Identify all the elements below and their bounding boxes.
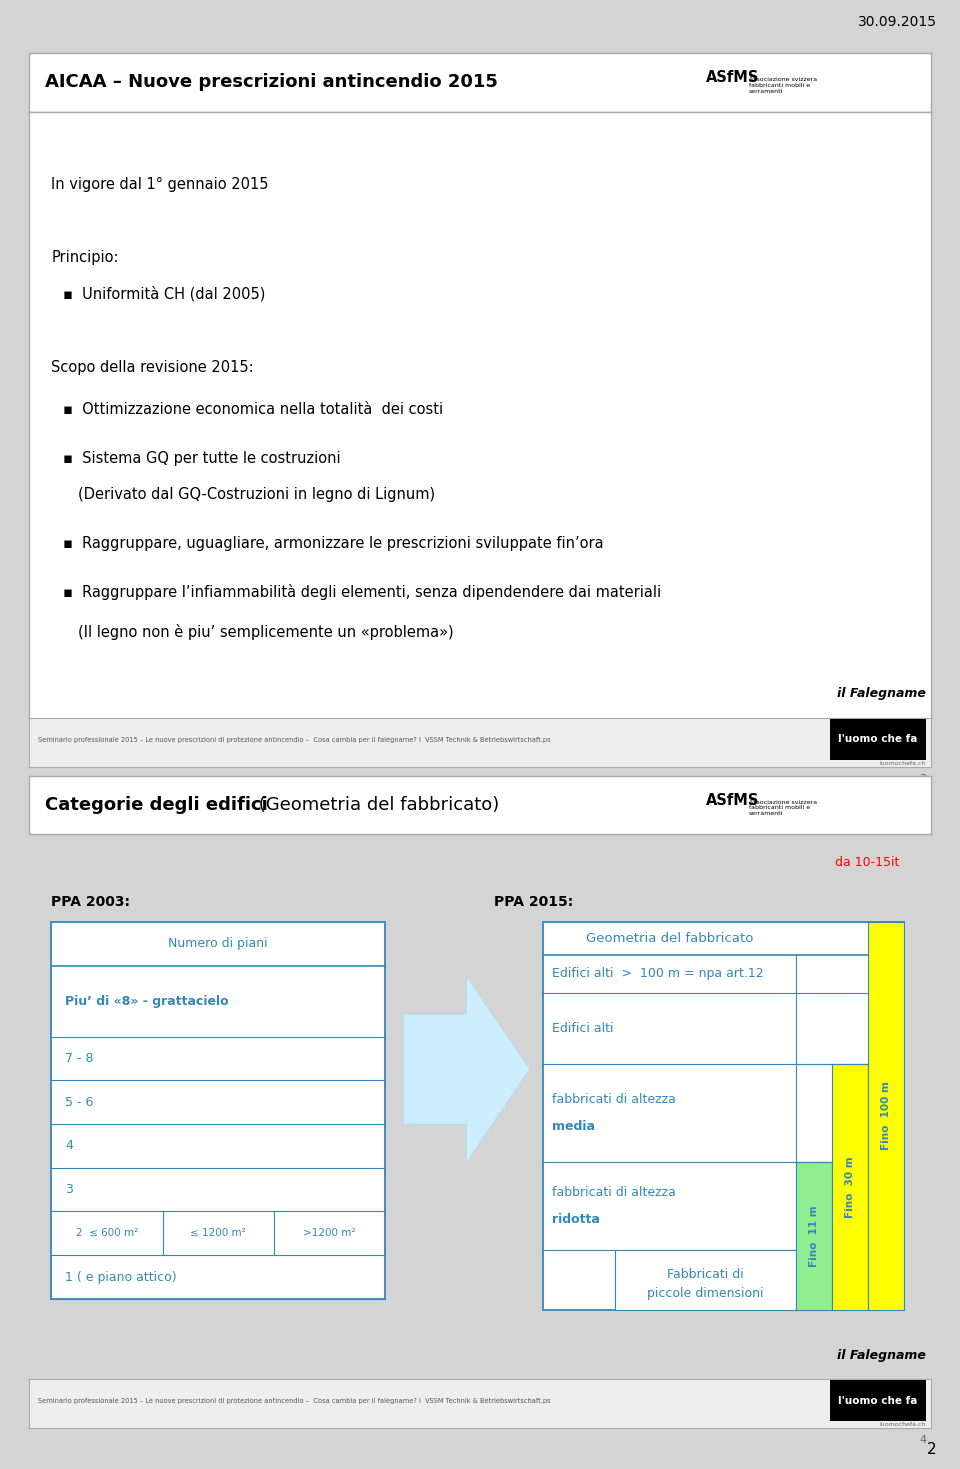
Text: PPA 2003:: PPA 2003: (52, 895, 131, 908)
Bar (796, 1162, 832, 1310)
Text: AICAA – Nuove prescrizioni antincendio 2015: AICAA – Nuove prescrizioni antincendio 2… (45, 73, 498, 91)
Text: Seminario professionale 2015 – Le nuove prescrizioni di protezione antincendio –: Seminario professionale 2015 – Le nuove … (37, 737, 550, 743)
Text: ridotta: ridotta (552, 1213, 600, 1227)
Text: Numero di piani: Numero di piani (169, 937, 268, 950)
Text: 30.09.2015: 30.09.2015 (858, 15, 937, 29)
Text: ASfMS: ASfMS (706, 71, 759, 85)
Text: In vigore dal 1° gennaio 2015: In vigore dal 1° gennaio 2015 (52, 178, 269, 192)
Text: ≤ 1200 m²: ≤ 1200 m² (190, 1228, 246, 1238)
Text: da 10-15it: da 10-15it (835, 856, 900, 870)
Text: 4: 4 (919, 1435, 926, 1445)
Text: Fino  30 m: Fino 30 m (845, 1156, 855, 1218)
Text: 1 ( e piano attico): 1 ( e piano attico) (65, 1271, 177, 1284)
Text: Categorie degli edifici: Categorie degli edifici (45, 796, 268, 814)
Text: Fino  11 m: Fino 11 m (809, 1205, 819, 1266)
Text: Principio:: Principio: (52, 250, 119, 264)
Text: Geometria del fabbricato: Geometria del fabbricato (586, 931, 754, 945)
Text: Edifici alti  >  100 m = npa art.12: Edifici alti > 100 m = npa art.12 (552, 967, 764, 980)
Text: Scopo della revisione 2015:: Scopo della revisione 2015: (52, 360, 254, 375)
Text: PPA 2015:: PPA 2015: (493, 895, 573, 908)
Text: Fabbricati di: Fabbricati di (667, 1268, 744, 1281)
Text: 4: 4 (65, 1140, 73, 1152)
Text: ASfMS: ASfMS (706, 793, 759, 808)
Bar (615, 1250, 796, 1310)
Text: ▪  Sistema GQ per tutte le costruzioni: ▪ Sistema GQ per tutte le costruzioni (63, 451, 341, 466)
Bar (543, 923, 904, 1310)
Text: (Geometria del fabbricato): (Geometria del fabbricato) (252, 796, 499, 814)
FancyBboxPatch shape (830, 1381, 926, 1421)
Text: ▪  Raggruppare, uguagliare, armonizzare le prescrizioni sviluppate fin’ora: ▪ Raggruppare, uguagliare, armonizzare l… (63, 536, 604, 551)
Text: luomochefa.ch: luomochefa.ch (879, 761, 926, 765)
Text: il Falegname: il Falegname (837, 1349, 926, 1362)
Text: luomochefa.ch: luomochefa.ch (879, 1422, 926, 1426)
FancyBboxPatch shape (830, 720, 926, 759)
Text: (Il legno non è piu’ semplicemente un «problema»): (Il legno non è piu’ semplicemente un «p… (79, 624, 454, 639)
Text: l'uomo che fa: l'uomo che fa (838, 734, 918, 745)
Text: Seminario professionale 2015 – Le nuove prescrizioni di protezione antincendio –: Seminario professionale 2015 – Le nuove … (37, 1398, 550, 1404)
Bar (52, 923, 385, 1299)
Text: (Derivato dal GQ-Costruzioni in legno di Lignum): (Derivato dal GQ-Costruzioni in legno di… (79, 488, 436, 502)
Text: Edifici alti: Edifici alti (552, 1022, 613, 1034)
Text: 3: 3 (920, 774, 926, 784)
Text: 3: 3 (65, 1183, 73, 1196)
Bar (868, 923, 904, 1310)
Bar (832, 1064, 868, 1310)
Text: ▪  Raggruppare l’infiammabilità degli elementi, senza dipendendere dai materiali: ▪ Raggruppare l’infiammabilità degli ele… (63, 585, 661, 601)
Text: il Falegname: il Falegname (837, 687, 926, 701)
Text: ▪  Uniformità CH (dal 2005): ▪ Uniformità CH (dal 2005) (63, 286, 266, 301)
Text: Piu’ di «8» - grattacielo: Piu’ di «8» - grattacielo (65, 995, 228, 1008)
Text: ▪  Ottimizzazione economica nella totalità  dei costi: ▪ Ottimizzazione economica nella totalit… (63, 403, 444, 417)
Text: 5 - 6: 5 - 6 (65, 1096, 93, 1109)
Text: media: media (552, 1121, 595, 1133)
Text: 7 - 8: 7 - 8 (65, 1052, 93, 1065)
Text: Associazione svizzera
fabbricanti mobili e
serramenti: Associazione svizzera fabbricanti mobili… (749, 799, 817, 817)
Text: fabbricati di altezza: fabbricati di altezza (552, 1093, 680, 1106)
Text: 2  ≤ 600 m²: 2 ≤ 600 m² (76, 1228, 138, 1238)
Text: 2: 2 (927, 1443, 937, 1457)
Text: l'uomo che fa: l'uomo che fa (838, 1396, 918, 1406)
Polygon shape (403, 977, 530, 1162)
Text: Associazione svizzera
fabbricanti mobili e
serramenti: Associazione svizzera fabbricanti mobili… (749, 76, 817, 94)
Text: >1200 m²: >1200 m² (303, 1228, 356, 1238)
Text: Fino  100 m: Fino 100 m (881, 1081, 891, 1150)
Text: piccole dimensioni: piccole dimensioni (647, 1287, 764, 1300)
Text: fabbricati di altezza: fabbricati di altezza (552, 1185, 676, 1199)
